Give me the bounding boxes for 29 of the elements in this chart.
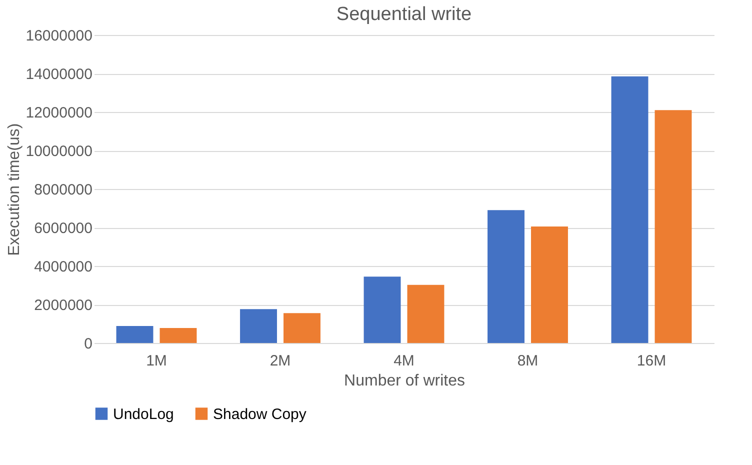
y-axis-title: Execution time(us) (6, 123, 23, 256)
bar (488, 210, 524, 343)
chart-title: Sequential write (336, 4, 472, 25)
y-tick-label: 4000000 (34, 258, 92, 276)
y-tick-label: 14000000 (26, 66, 92, 83)
x-tick-label: 2M (270, 352, 291, 370)
bar (284, 313, 320, 343)
x-tick-label: 4M (394, 352, 414, 370)
bar (611, 76, 648, 343)
legend-label: UndoLog (113, 406, 174, 423)
bar (364, 276, 401, 343)
y-tick-label: 0 (84, 336, 92, 352)
y-tick-label: 8000000 (34, 182, 92, 198)
x-tick-label: 1M (146, 352, 167, 370)
bar (407, 284, 444, 343)
x-tick-label: 8M (517, 352, 538, 370)
y-tick-label: 6000000 (34, 220, 92, 237)
legend-label: Shadow Copy (213, 406, 307, 423)
x-tick-label: 16M (636, 352, 666, 370)
bar (531, 226, 568, 343)
y-tick-label: 10000000 (26, 143, 92, 160)
y-tick-label: 16000000 (26, 28, 92, 44)
bar (240, 309, 277, 343)
bar (116, 326, 154, 343)
bar (160, 328, 197, 343)
bar (654, 110, 692, 343)
y-tick-label: 12000000 (26, 104, 92, 122)
y-tick-label: 2000000 (34, 297, 92, 314)
x-axis-title: Number of writes (344, 372, 465, 390)
